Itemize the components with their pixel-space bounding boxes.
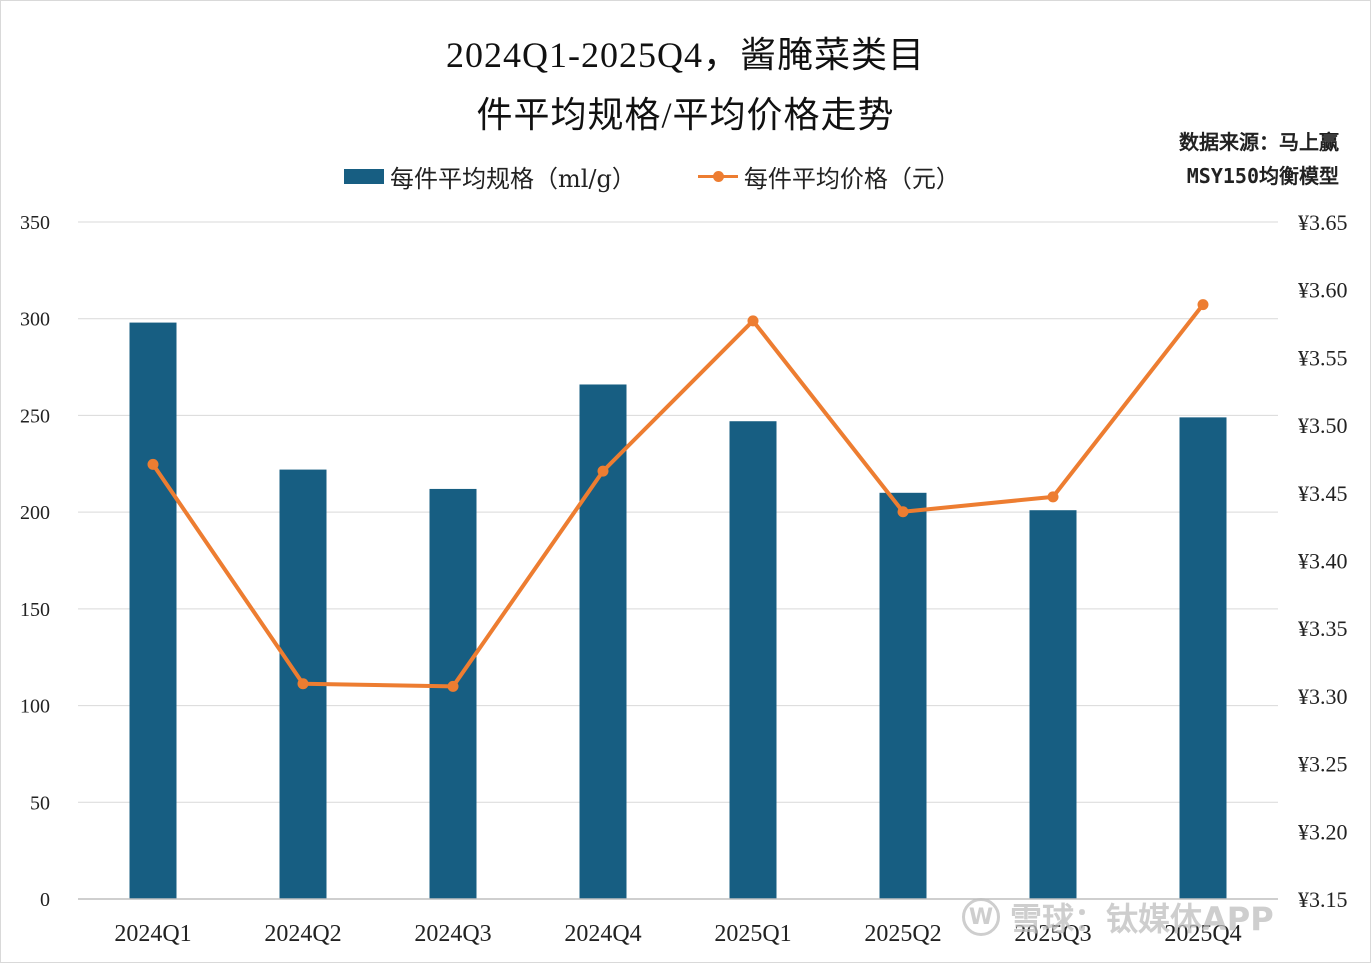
price-point	[447, 680, 459, 692]
price-point	[1047, 491, 1059, 503]
right-axis-tick-label: ¥3.30	[1298, 684, 1348, 709]
right-axis-tick-label: ¥3.15	[1298, 887, 1348, 912]
legend-bar-swatch	[344, 168, 384, 184]
left-axis-tick-label: 50	[30, 792, 50, 814]
right-axis-tick-label: ¥3.65	[1298, 210, 1348, 235]
left-axis-tick-label: 0	[40, 889, 50, 911]
right-axis-tick-label: ¥3.60	[1298, 278, 1348, 303]
bar	[579, 384, 627, 900]
x-axis-tick-label: 2025Q1	[714, 921, 791, 947]
x-axis-tick-label: 2024Q1	[114, 921, 191, 947]
x-axis-tick-label: 2024Q3	[414, 921, 491, 947]
bar	[429, 488, 477, 899]
bar	[1179, 417, 1227, 899]
x-axis-tick-label: 2024Q4	[564, 921, 641, 947]
left-axis-tick-label: 150	[20, 599, 50, 621]
left-axis-tick-label: 100	[20, 696, 50, 718]
legend-item-bar: 每件平均规格（ml/g）	[344, 159, 636, 194]
price-point	[897, 506, 909, 518]
bar	[1029, 510, 1077, 899]
legend-line-swatch	[697, 169, 738, 184]
price-line	[151, 302, 1205, 689]
legend: 每件平均规格（ml/g） 每件平均价格（元）	[344, 156, 1022, 196]
price-point	[597, 465, 609, 477]
watermark-text: 雪球：钛媒体APP	[1010, 900, 1274, 938]
bar	[879, 492, 927, 899]
x-axis-tick-label: 2025Q3	[1014, 921, 1091, 947]
right-axis-tick-label: ¥3.25	[1298, 752, 1348, 777]
right-axis-tick-label: ¥3.20	[1298, 819, 1348, 844]
x-axis-tick-label: 2025Q4	[1164, 921, 1241, 947]
watermark: W 雪球：钛媒体APP	[962, 894, 1274, 940]
right-axis-tick-label: ¥3.55	[1298, 345, 1348, 370]
price-point	[147, 458, 159, 470]
left-axis-tick-label: 350	[20, 212, 50, 234]
legend-bar-label: 每件平均规格（ml/g）	[390, 164, 636, 193]
bar	[729, 421, 777, 899]
chart-title-line1: 2024Q1-2025Q4，酱腌菜类目	[446, 35, 925, 75]
right-axis-tick-label: ¥3.40	[1298, 549, 1348, 574]
price-point	[297, 678, 309, 690]
right-axis-tick-label: ¥3.45	[1298, 481, 1348, 506]
x-axis-tick-label: 2025Q2	[864, 921, 941, 947]
watermark-logo-icon: W	[962, 898, 1000, 936]
price-point	[1197, 299, 1209, 311]
source-note: 数据来源：马上赢	[1179, 130, 1339, 154]
model-note: MSY150均衡模型	[1186, 164, 1339, 188]
right-axis-tick-label: ¥3.50	[1298, 413, 1348, 438]
chart-title-line2: 件平均规格/平均价格走势	[476, 95, 895, 135]
left-axis-tick-label: 200	[20, 502, 50, 524]
x-axis-tick-label: 2024Q2	[264, 921, 341, 947]
right-axis-tick-label: ¥3.35	[1298, 616, 1348, 641]
left-axis-tick-label: 300	[20, 309, 50, 331]
price-point	[747, 315, 759, 327]
legend-item-line: 每件平均价格（元）	[697, 159, 960, 194]
legend-line-label: 每件平均价格（元）	[743, 164, 960, 193]
left-axis-tick-label: 250	[20, 405, 50, 427]
bar	[129, 322, 177, 899]
